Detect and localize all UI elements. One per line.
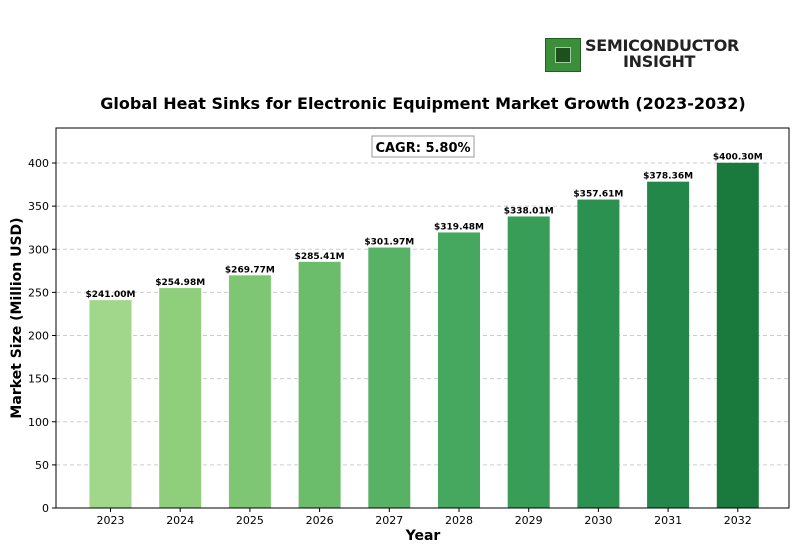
x-tick-label-2023: 2023 (97, 514, 125, 527)
y-tick-label: 150 (28, 373, 49, 386)
data-label-2024: $254.98M (155, 278, 205, 288)
bar-2024 (159, 288, 202, 508)
chip-icon (545, 38, 581, 72)
data-label-2025: $269.77M (225, 265, 275, 275)
chart-title: Global Heat Sinks for Electronic Equipme… (100, 94, 745, 113)
x-axis-label: Year (405, 528, 441, 544)
bar-2029 (507, 216, 550, 508)
bar-2031 (647, 181, 690, 509)
y-tick-label: 100 (28, 416, 49, 429)
x-tick-label-2024: 2024 (166, 514, 194, 527)
plot-frame (55, 127, 790, 509)
data-label-2032: $400.30M (713, 153, 763, 163)
brand-logo: SEMICONDUCTOR INSIGHT (545, 38, 745, 74)
bar-2025 (228, 275, 271, 508)
bar-2023 (89, 300, 132, 508)
bar-2026 (298, 261, 341, 508)
x-tick-label-2029: 2029 (515, 514, 543, 527)
data-label-2031: $378.36M (643, 172, 693, 182)
data-label-2029: $338.01M (504, 206, 554, 216)
y-tick-label: 50 (35, 459, 49, 472)
bar-2028 (438, 232, 480, 509)
brand-name: SEMICONDUCTOR INSIGHT (585, 38, 739, 70)
y-tick-label: 250 (28, 286, 49, 299)
data-label-2027: $301.97M (364, 238, 414, 248)
brand-line-1: SEMICONDUCTOR (585, 36, 740, 55)
y-tick-label: 0 (42, 502, 49, 515)
y-tick-label: 200 (28, 330, 49, 343)
data-label-2026: $285.41M (295, 252, 345, 262)
data-label-2028: $319.48M (434, 222, 484, 232)
y-tick-label: 300 (28, 243, 49, 256)
x-tick-label-2031: 2031 (654, 514, 682, 527)
cagr-annotation-box (371, 135, 475, 158)
data-label-2030: $357.61M (573, 190, 623, 200)
x-tick-label-2030: 2030 (584, 514, 612, 527)
brand-line-2: INSIGHT (623, 52, 696, 71)
bar-2032 (716, 162, 759, 508)
bar-2030 (577, 199, 620, 508)
y-tick-label: 350 (28, 200, 49, 213)
x-tick-label-2026: 2026 (306, 514, 334, 527)
bar-2027 (368, 247, 411, 508)
data-label-2023: $241.00M (86, 290, 136, 300)
y-axis-label: Market Size (Million USD) (9, 217, 25, 418)
data-labels: $241.00M $254.98M $269.77M $285.41M $301.97M… (86, 153, 763, 300)
x-tick-label-2025: 2025 (236, 514, 264, 527)
cagr-annotation: CAGR: 5.80% (375, 141, 470, 156)
y-axis: 0 50 100 150 200 250 300 350 400 (28, 157, 56, 515)
x-tick-label-2027: 2027 (375, 514, 403, 527)
x-tick-label-2028: 2028 (445, 514, 473, 527)
bars (89, 162, 759, 509)
x-tick-label-2032: 2032 (724, 514, 752, 527)
x-axis: 2023 2024 2025 2026 2027 2028 2029 2030 2031 2032 (97, 508, 752, 527)
y-tick-label: 400 (28, 157, 49, 170)
